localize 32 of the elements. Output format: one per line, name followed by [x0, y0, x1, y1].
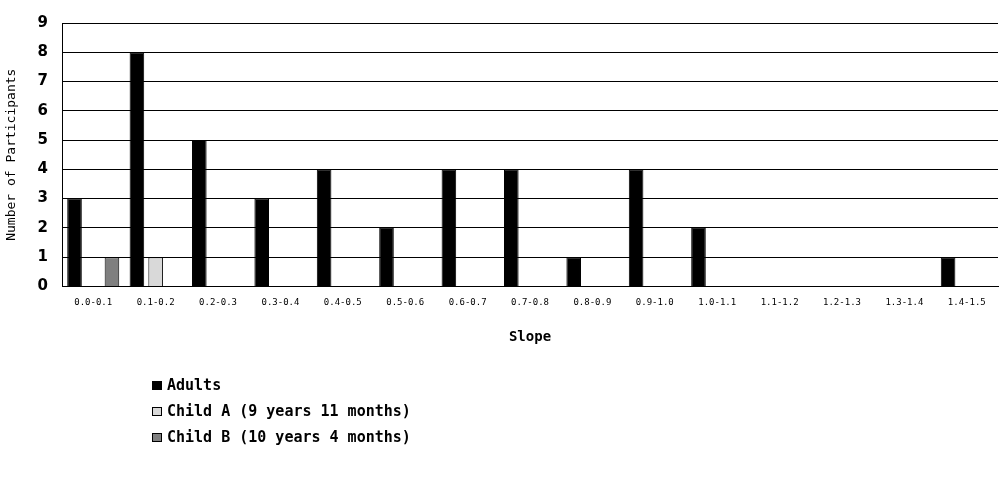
y-tick-label: 7 [37, 71, 49, 90]
x-tick-label: 0.9-1.0 [635, 297, 674, 308]
y-tick-label: 4 [37, 159, 49, 178]
x-tick-label: 0.5-0.6 [386, 297, 425, 308]
y-tick-label: 6 [37, 100, 49, 119]
y-tick-label: 5 [37, 129, 49, 148]
x-tick-label: 0.1-0.2 [136, 297, 175, 308]
x-tick-label: 1.3-1.4 [885, 297, 924, 308]
bar [940, 257, 956, 286]
x-tick-label: 0.0-0.1 [74, 297, 113, 308]
x-tick-label: 0.3-0.4 [261, 297, 300, 308]
x-tick-label: 0.6-0.7 [448, 297, 487, 308]
x-tick-label: 0.8-0.9 [573, 297, 612, 308]
x-tick-label: 0.4-0.5 [323, 297, 362, 308]
x-tick-label: 1.4-1.5 [947, 297, 986, 308]
x-tick-label: 0.2-0.3 [199, 297, 237, 308]
y-tick-label: 0 [37, 276, 49, 295]
y-tick-label: 1 [37, 247, 49, 266]
legend-label: Child B (10 years 4 months) [167, 428, 411, 446]
x-tick-label: 1.2-1.3 [823, 297, 861, 308]
y-tick-label: 9 [37, 12, 49, 31]
bar [566, 257, 581, 286]
x-tick-label: 1.0-1.1 [698, 297, 737, 308]
legend-label: Adults [167, 376, 222, 394]
y-tick-label: 3 [37, 188, 49, 207]
x-tick-label: 0.7-0.8 [511, 297, 549, 308]
x-tick-label: 1.1-1.2 [760, 297, 799, 308]
y-tick-label: 2 [37, 217, 49, 236]
legend-label: Child A (9 years 11 months) [167, 402, 411, 420]
y-axis-title: Number of Participants [3, 68, 19, 241]
y-tick-label: 8 [37, 42, 49, 61]
x-axis-title: Slope [508, 328, 552, 345]
